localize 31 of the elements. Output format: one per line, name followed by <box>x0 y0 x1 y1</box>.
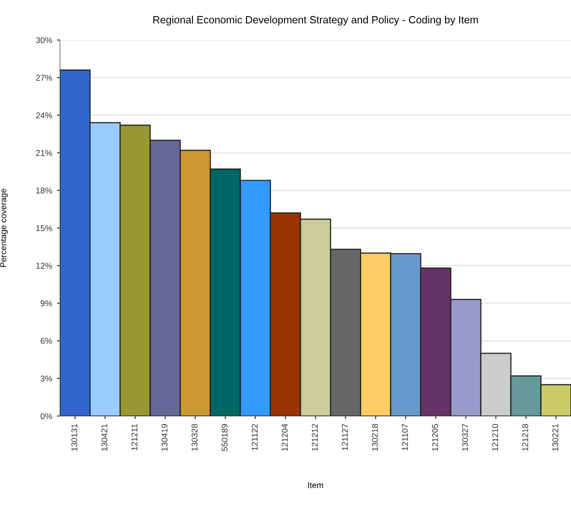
x-tick-label: 121204 <box>282 424 288 451</box>
y-tick-label: 3% <box>40 376 52 382</box>
y-tick-label: 12% <box>36 262 52 269</box>
y-tick-label: 18% <box>36 188 52 194</box>
x-tick-label: 130421 <box>101 424 108 451</box>
y-tick-label: 9% <box>40 300 52 306</box>
x-axis-title: Item <box>308 482 324 488</box>
chart-title: Regional Economic Development Strategy and Policy - Coding by Item <box>153 16 478 26</box>
x-tick-label: 121127 <box>342 424 348 450</box>
x-tick-label: 130328 <box>192 424 198 451</box>
y-tick-label: 0% <box>40 413 52 420</box>
x-tick-label: 130221 <box>552 424 558 451</box>
x-tick-label: 550189 <box>222 424 228 452</box>
x-tick-label: 121211 <box>131 424 138 450</box>
x-tick-label: 130327 <box>462 424 468 451</box>
x-tick-label: 121212 <box>312 424 318 451</box>
y-tick-label: 21% <box>36 150 52 156</box>
y-tick-label: 6% <box>40 338 52 344</box>
x-tick-label: 121205 <box>432 424 438 451</box>
x-tick-label: 130419 <box>162 424 168 451</box>
y-tick-label: 27% <box>36 74 52 81</box>
y-tick-label: 30% <box>36 37 52 44</box>
y-axis-title: Percentage coverage <box>0 188 8 267</box>
x-tick-label: 130131 <box>71 424 78 451</box>
y-tick-label: 24% <box>36 112 52 118</box>
x-tick-label: 121107 <box>402 424 408 450</box>
x-tick-label: 121210 <box>492 424 498 451</box>
y-tick-label: 15% <box>36 225 52 232</box>
x-tick-label: 130218 <box>372 424 378 451</box>
x-tick-label: 121218 <box>522 424 528 451</box>
x-tick-label: 121122 <box>252 424 258 450</box>
